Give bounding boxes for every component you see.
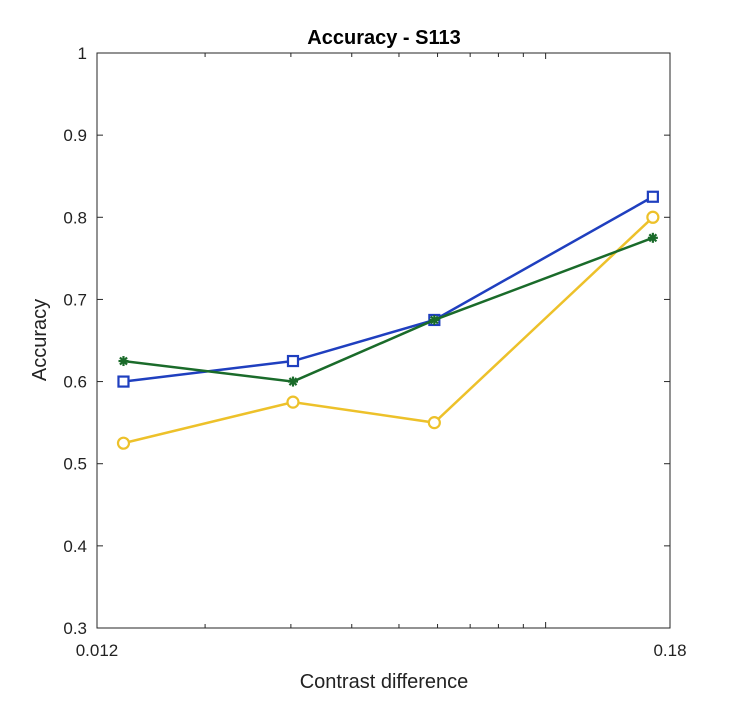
y-tick-label: 1 bbox=[78, 44, 87, 63]
y-tick-label: 0.5 bbox=[63, 455, 87, 474]
x-axis-ticks: 0.012 0.18 bbox=[76, 641, 687, 660]
data-point bbox=[286, 395, 300, 409]
y-axis-label: Accuracy bbox=[29, 299, 51, 381]
chart-title: Accuracy - S113 bbox=[307, 27, 460, 49]
data-point bbox=[287, 376, 298, 387]
y-tick-label: 0.8 bbox=[63, 208, 87, 227]
data-point bbox=[427, 416, 441, 430]
data-point bbox=[117, 375, 130, 388]
series-1 bbox=[116, 210, 660, 450]
x-axis-label: Contrast difference bbox=[300, 671, 469, 693]
plot-area bbox=[96, 52, 671, 629]
x-tick-label: 0.012 bbox=[76, 641, 119, 660]
y-tick-label: 0.3 bbox=[63, 619, 87, 638]
data-point bbox=[647, 232, 658, 243]
data-point bbox=[646, 210, 660, 224]
y-tick-label: 0.7 bbox=[63, 290, 87, 309]
data-point bbox=[116, 436, 131, 450]
x-tick-label: 0.18 bbox=[653, 641, 686, 660]
y-axis-ticks: 0.3 0.4 0.5 0.6 0.7 0.8 0.9 1 bbox=[63, 44, 670, 638]
series-line bbox=[123, 216, 654, 445]
series-line bbox=[123, 236, 654, 383]
x-minor-ticks bbox=[204, 53, 547, 628]
y-tick-label: 0.6 bbox=[63, 373, 87, 392]
series-3 bbox=[118, 232, 658, 387]
data-point bbox=[429, 314, 440, 325]
data-point bbox=[646, 190, 659, 203]
series-group bbox=[116, 190, 660, 450]
y-tick-label: 0.4 bbox=[63, 537, 87, 556]
y-tick-label: 0.9 bbox=[63, 126, 87, 145]
data-point bbox=[286, 354, 300, 368]
data-point bbox=[118, 356, 129, 367]
